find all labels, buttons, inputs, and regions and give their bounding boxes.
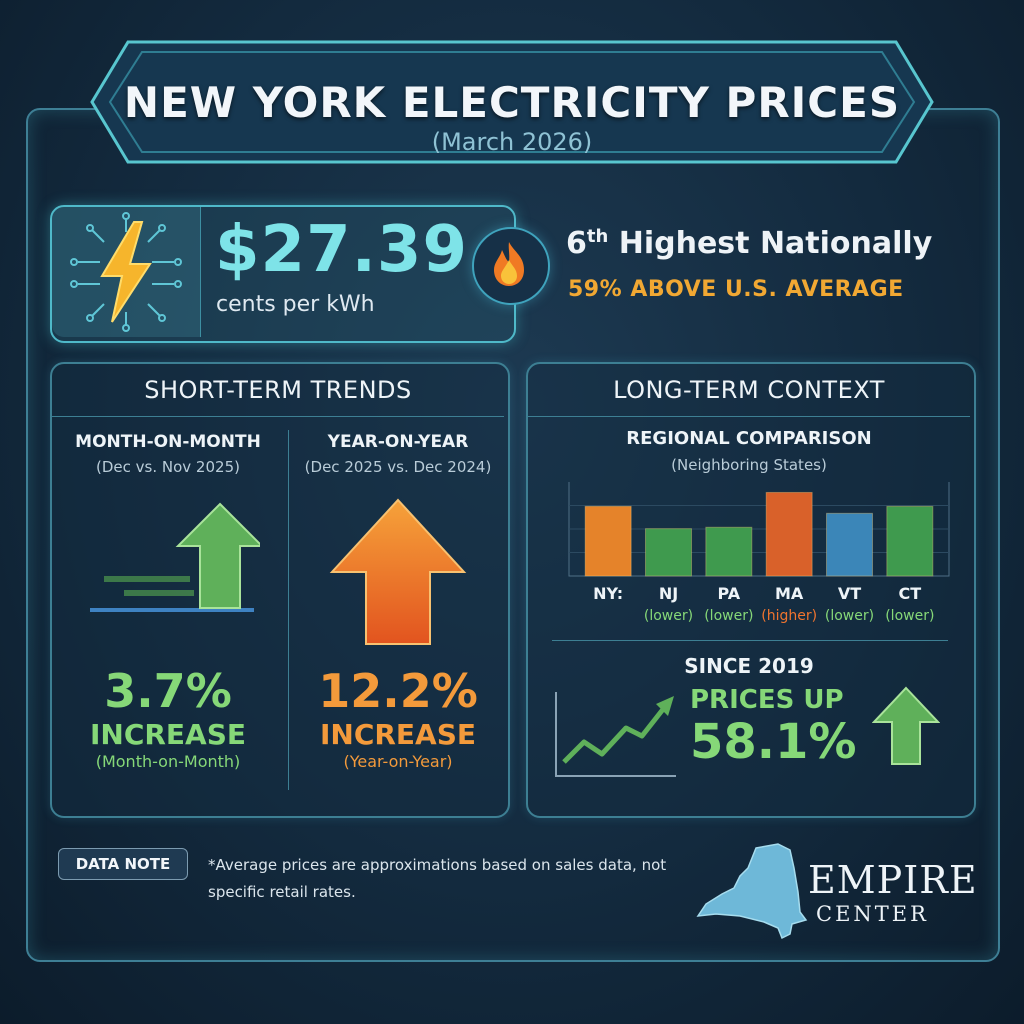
rank-suffix: th [586,226,609,247]
green-up-arrow-small-icon [872,686,940,765]
bar-label-pa: PA [717,584,741,603]
bar-note-ma: (higher) [761,608,818,624]
mom-label: INCREASE [89,718,247,751]
mom-sublabel: (Month-on-Month) [95,752,241,771]
bar-note-vt: (lower) [824,608,875,624]
long-term-title: LONG-TERM CONTEXT [613,376,885,404]
data-note-text: *Average prices are approximations based… [208,852,708,906]
rank-text: Highest Nationally [608,226,933,261]
mom-percent: 3.7% [104,664,232,718]
yoy-sublabel: (Year-on-Year) [343,752,453,771]
empire-logo-text: EMPIRE [808,858,978,902]
bar-label-nj: NJ [658,584,679,603]
panel-divider [552,640,948,641]
bar-ct [886,505,934,577]
fire-icon [494,242,524,286]
page-subtitle: (March 2026) [431,128,593,156]
price-value: $27.39 [215,213,468,287]
data-note-line2: specific retail rates. [208,883,356,901]
bar-note-nj: (lower) [643,608,694,624]
orange-up-arrow-icon [329,498,467,645]
national-rank: 6th Highest Nationally [566,226,932,261]
fire-icon-circle [472,227,550,305]
bar-ny [584,505,632,577]
rank-number: 6 [566,226,587,261]
above-average: 59% ABOVE U.S. AVERAGE [568,277,904,302]
mom-period: (Dec vs. Nov 2025) [96,458,240,476]
bar-pa [705,526,753,577]
bar-label-ct: CT [898,584,922,603]
prices-up-label: PRICES UP [690,685,844,715]
data-note-badge: DATA NOTE [58,848,188,880]
center-logo-text: CENTER [816,902,929,926]
page-title: NEW YORK ELECTRICITY PRICES [123,78,901,127]
regional-heading: REGIONAL COMPARISON [626,428,872,449]
yoy-percent: 12.2% [318,664,478,718]
bar-nj [645,528,692,577]
bar-vt [826,512,873,577]
lightning-circuit-icon [70,212,182,332]
bar-label-ma: MA [775,584,804,603]
price-unit: cents per kWh [216,292,375,317]
prices-up-percent: 58.1% [690,714,857,770]
regional-subheading: (Neighboring States) [671,456,827,474]
trend-up-icon [555,692,676,777]
panel-divider [52,416,504,417]
yoy-label: INCREASE [319,718,477,751]
bar-ma [765,491,813,577]
data-note-line1: *Average prices are approximations based… [208,856,667,874]
title-plate [90,40,934,164]
bar-note-ct: (lower) [885,608,935,624]
since-heading: SINCE 2019 [684,654,814,678]
bar-note-pa: (lower) [704,608,754,624]
mom-heading: MONTH-ON-MONTH [75,432,261,452]
regional-bar-chart [568,482,950,577]
new-york-state-map-icon [696,843,808,940]
bar-label-vt: VT [837,584,862,603]
green-up-arrow-icon [90,502,260,612]
short-term-title: SHORT-TERM TRENDS [144,376,412,404]
yoy-period: (Dec 2025 vs. Dec 2024) [304,458,492,476]
bar-label-ny: NY: [593,584,624,603]
column-divider [288,430,289,790]
yoy-heading: YEAR-ON-YEAR [327,432,469,452]
panel-divider [528,416,970,417]
